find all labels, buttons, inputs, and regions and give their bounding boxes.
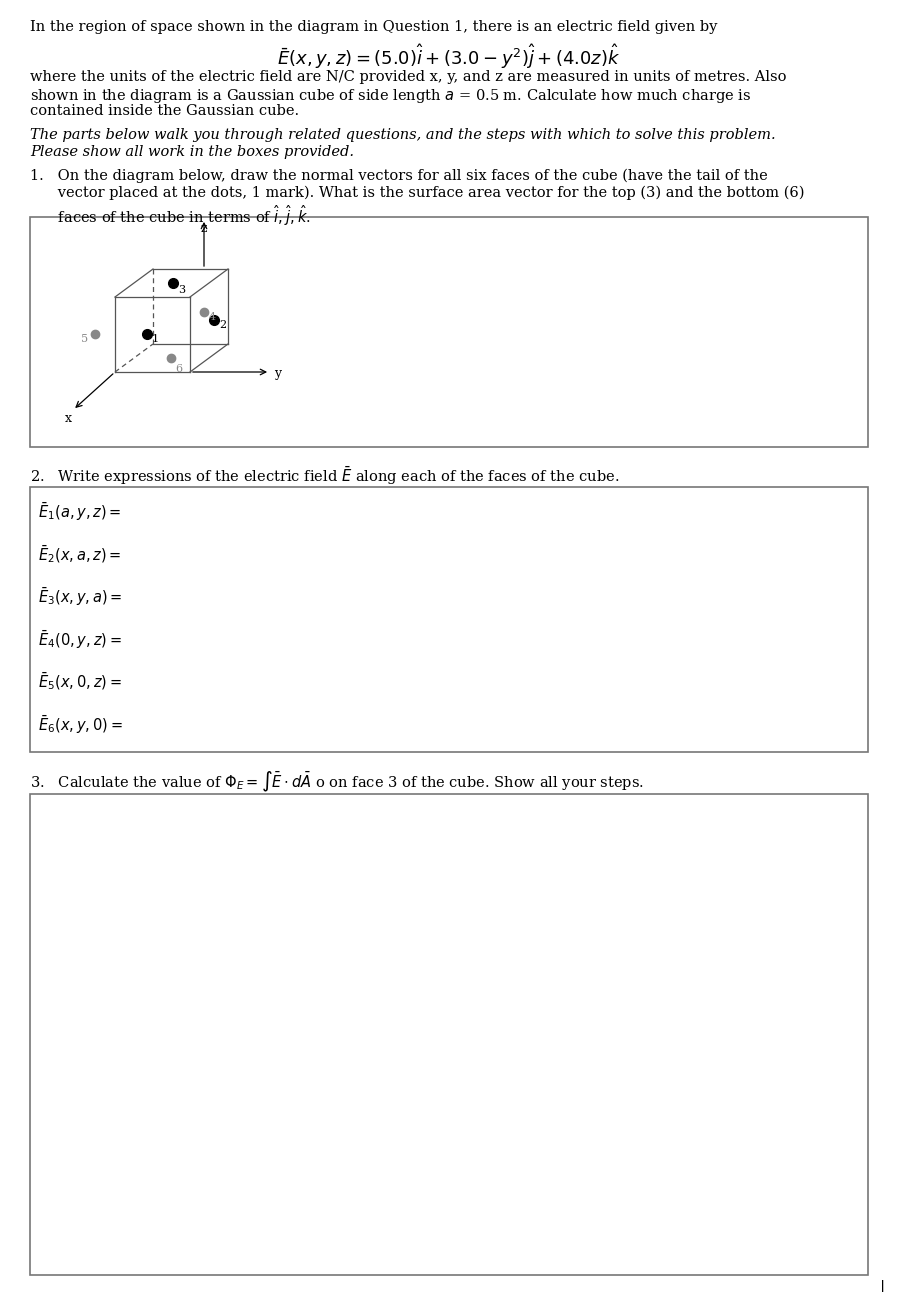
Text: Please show all work in the boxes provided.: Please show all work in the boxes provid…	[30, 145, 354, 159]
Text: 2: 2	[219, 320, 226, 329]
Text: shown in the diagram is a Gaussian cube of side length $a$ = 0.5 m. Calculate ho: shown in the diagram is a Gaussian cube …	[30, 87, 752, 105]
Text: 2.   Write expressions of the electric field $\bar{E}$ along each of the faces o: 2. Write expressions of the electric fie…	[30, 465, 620, 487]
Text: 1.   On the diagram below, draw the normal vectors for all six faces of the cube: 1. On the diagram below, draw the normal…	[30, 169, 768, 183]
Text: 5: 5	[81, 335, 88, 344]
Text: $\bar{E}_5(x, 0, z) = $: $\bar{E}_5(x, 0, z) = $	[38, 671, 122, 693]
Text: z: z	[201, 222, 207, 235]
Text: 4: 4	[209, 311, 216, 322]
Text: $\bar{E}_4(0, y, z) = $: $\bar{E}_4(0, y, z) = $	[38, 628, 122, 651]
Text: 3: 3	[178, 286, 185, 295]
Text: contained inside the Gaussian cube.: contained inside the Gaussian cube.	[30, 103, 299, 118]
Bar	[30, 795, 868, 1275]
Text: The parts below walk you through related questions, and the steps with which to : The parts below walk you through related…	[30, 128, 776, 142]
Text: vector placed at the dots, 1 mark). What is the surface area vector for the top : vector placed at the dots, 1 mark). What…	[30, 186, 805, 200]
Text: x: x	[65, 412, 72, 425]
Bar	[30, 217, 868, 447]
Text: $\bar{E}_1(a, y, z) = $: $\bar{E}_1(a, y, z) = $	[38, 501, 121, 523]
Text: faces of the cube in terms of $\hat{i}, \hat{j}, \hat{k}$.: faces of the cube in terms of $\hat{i}, …	[30, 203, 311, 227]
Text: where the units of the electric field are N/C provided x, y, and z are measured : where the units of the electric field ar…	[30, 70, 787, 84]
Bar	[30, 487, 868, 752]
Text: |: |	[880, 1280, 885, 1292]
Text: 1: 1	[152, 335, 159, 344]
Text: $\bar{E}_6(x, y, 0) = $: $\bar{E}_6(x, y, 0) = $	[38, 713, 123, 735]
Text: $\bar{E}_3(x, y, a) = $: $\bar{E}_3(x, y, a) = $	[38, 587, 122, 609]
Text: $\bar{E}(x, y, z) = (5.0)\hat{i} + (3.0 - y^2)\hat{j} + (4.0z)\hat{k}$: $\bar{E}(x, y, z) = (5.0)\hat{i} + (3.0 …	[277, 43, 621, 71]
Text: 3.   Calculate the value of $\Phi_E = \int \bar{E} \cdot d\bar{A}$ o on face 3 o: 3. Calculate the value of $\Phi_E = \int…	[30, 770, 644, 795]
Text: y: y	[274, 367, 281, 380]
Text: In the region of space shown in the diagram in Question 1, there is an electric : In the region of space shown in the diag…	[30, 19, 718, 34]
Text: $\bar{E}_2(x, a, z) = $: $\bar{E}_2(x, a, z) = $	[38, 544, 121, 565]
Text: 6: 6	[175, 364, 182, 373]
